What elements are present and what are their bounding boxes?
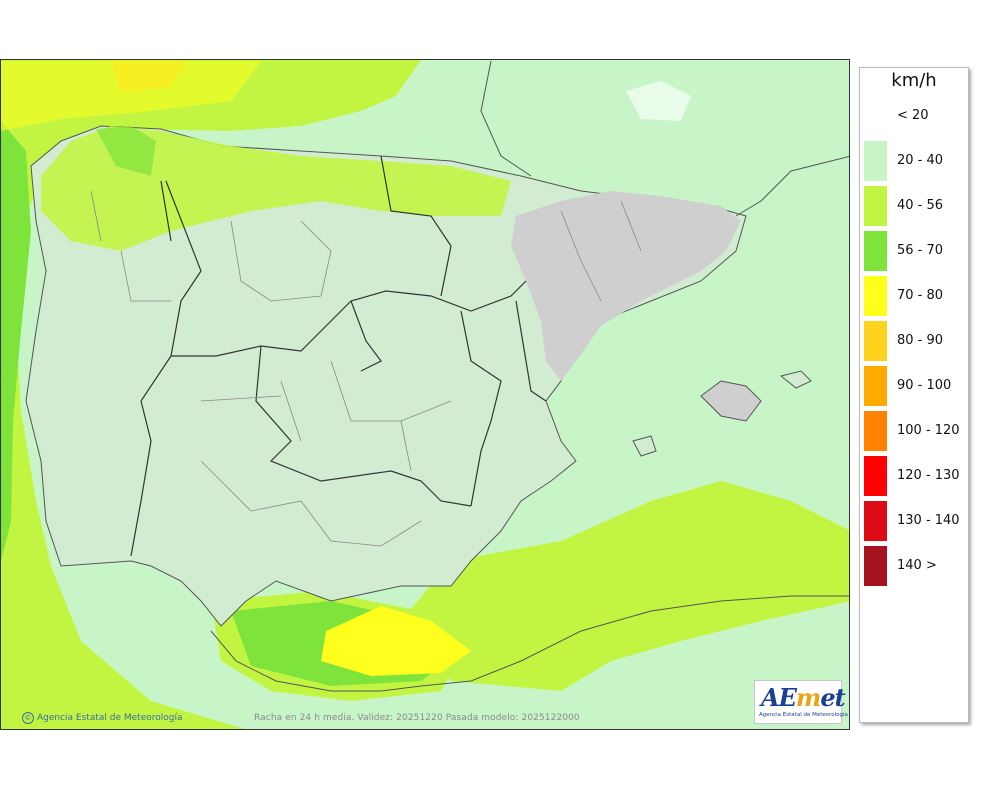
legend-swatch (864, 366, 887, 406)
legend-swatch (864, 96, 887, 136)
legend-swatch (864, 321, 887, 361)
legend-swatch (864, 276, 887, 316)
alboran-yellow (321, 606, 471, 676)
legend-row: < 20 (860, 96, 968, 136)
legend-label: 140 > (897, 558, 937, 573)
legend-row: 80 - 90 (860, 321, 968, 361)
aemet-wordmark: AEmet (761, 683, 846, 712)
legend-swatch (864, 186, 887, 226)
mediterranean-band (401, 481, 849, 691)
legend-label: 56 - 70 (897, 243, 944, 258)
menorca (779, 370, 812, 389)
legend-label: 100 - 120 (897, 423, 960, 438)
legend-row: 40 - 56 (860, 186, 968, 226)
agency-credit-text: Agencia Estatal de Meteorología (37, 713, 183, 723)
legend-swatch (864, 546, 887, 586)
copyright-icon: © (22, 712, 34, 724)
legend-row: 130 - 140 (860, 501, 968, 541)
legend-row: 56 - 70 (860, 231, 968, 271)
legend-row: 120 - 130 (860, 456, 968, 496)
western-gust-zone (1, 121, 31, 561)
legend-swatch (864, 456, 887, 496)
legend-label: 40 - 56 (897, 198, 944, 213)
legend-row: 90 - 100 (860, 366, 968, 406)
legend-row: 20 - 40 (860, 141, 968, 181)
map-caption: Racha en 24 h media. Validez: 20251220 P… (254, 713, 580, 723)
legend-swatch (864, 141, 887, 181)
africa-coast (210, 595, 849, 692)
northern-yellow-band (1, 61, 261, 131)
legend-label: 130 - 140 (897, 513, 960, 528)
legend-row: 100 - 120 (860, 411, 968, 451)
legend-label: 120 - 130 (897, 468, 960, 483)
legend-row: 140 > (860, 546, 968, 586)
legend-row: 70 - 80 (860, 276, 968, 316)
galicia-core (96, 126, 156, 176)
legend-label: 90 - 100 (897, 378, 952, 393)
atlantic-strong-wind-band (1, 60, 421, 729)
east-low-zone (626, 81, 691, 121)
pyrenees-calm-zone (511, 191, 741, 381)
region-borders (130, 155, 547, 557)
legend-label: 80 - 90 (897, 333, 944, 348)
france-coast (480, 60, 849, 217)
legend-label: 20 - 40 (897, 153, 944, 168)
cantabrian-gust-zone (41, 126, 511, 251)
legend-label: 70 - 80 (897, 288, 944, 303)
legend-swatch (864, 411, 887, 451)
legend-label: < 20 (897, 108, 929, 123)
legend-swatch (864, 231, 887, 271)
balearic-islands (700, 380, 762, 422)
legend-swatch (864, 501, 887, 541)
wind-speed-legend: km/h < 20 20 - 40 40 - 56 56 - 70 70 - 80 80 … (859, 67, 969, 723)
aemet-logo: AEmet Agencia Estatal de Meteorología (754, 680, 848, 724)
agency-credit: © Agencia Estatal de Meteorología (22, 712, 183, 724)
aemet-logo-subtitle: Agencia Estatal de Meteorología (759, 712, 848, 718)
wind-gust-map (0, 59, 850, 730)
ibiza (632, 435, 657, 457)
province-borders (90, 190, 642, 547)
legend-unit: km/h (891, 70, 937, 91)
